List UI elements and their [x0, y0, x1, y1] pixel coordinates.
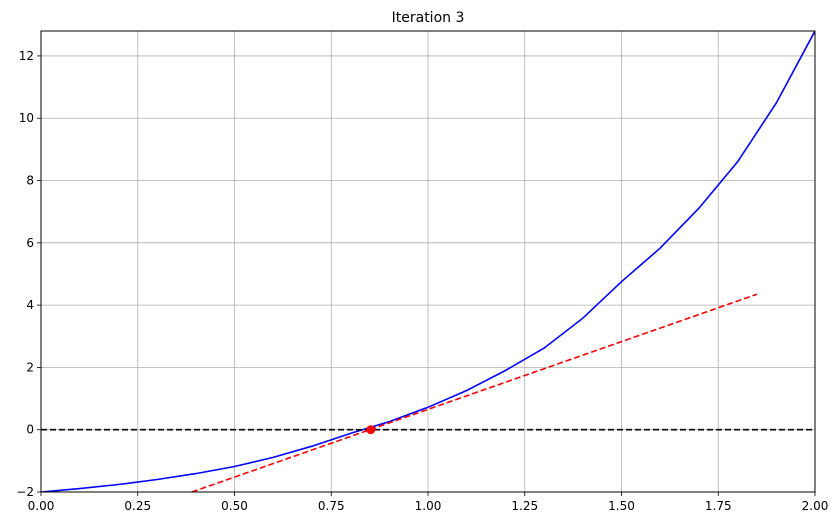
x-tick-label: 0.25 — [124, 499, 151, 513]
series-layer — [41, 31, 815, 492]
x-tick-label: 0.75 — [318, 499, 345, 513]
point-current-estimate — [366, 425, 376, 435]
y-tick-label: 6 — [26, 236, 34, 250]
x-tick-label: 1.75 — [705, 499, 732, 513]
y-tick-label: 8 — [26, 174, 34, 188]
x-tick-label: 2.00 — [802, 499, 829, 513]
points-layer — [366, 425, 376, 435]
series-line-tangent-line — [191, 293, 758, 492]
series-line-function-curve — [41, 31, 815, 492]
y-tick-label: −2 — [16, 485, 34, 499]
y-tick-label: 12 — [19, 49, 34, 63]
x-tick-label: 0.50 — [221, 499, 248, 513]
x-tick-label: 1.50 — [608, 499, 635, 513]
y-tick-label: 10 — [19, 111, 34, 125]
x-tick-label: 0.00 — [28, 499, 55, 513]
y-tick-label: 0 — [26, 423, 34, 437]
x-tick-label: 1.00 — [415, 499, 442, 513]
y-tick-label: 4 — [26, 298, 34, 312]
chart-title: Iteration 3 — [392, 10, 465, 26]
x-tick-label: 1.25 — [511, 499, 538, 513]
y-tick-label: 2 — [26, 360, 34, 374]
y-axis-ticks: −2 0 2 4 6 8 10 12 — [16, 49, 41, 499]
x-axis-ticks: 0.00 0.25 0.50 0.75 1.00 1.25 1.50 1.75 2.00 — [28, 492, 829, 513]
